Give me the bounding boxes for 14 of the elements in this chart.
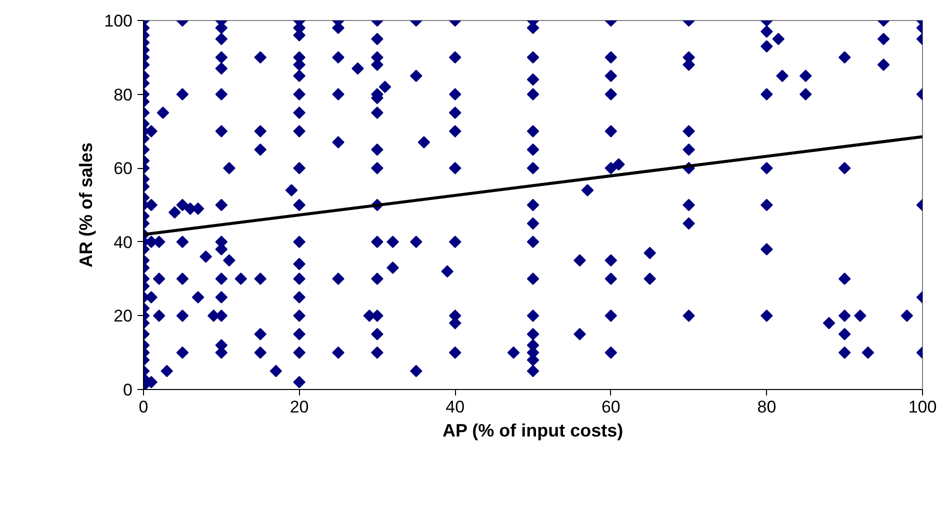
x-axis-title: AP (% of input costs) [442, 420, 624, 440]
x-tick-label: 40 [446, 398, 465, 416]
y-tick-label: 0 [123, 380, 133, 400]
y-tick-label: 40 [114, 232, 133, 252]
y-tick-label: 60 [114, 159, 133, 178]
x-tick-label: 20 [290, 398, 309, 416]
x-tick-label: 0 [138, 398, 148, 416]
y-tick-label: 100 [104, 12, 133, 30]
y-tick-label: 80 [114, 85, 133, 104]
y-tick-label: 20 [114, 306, 133, 326]
x-tick-label: 60 [601, 398, 620, 416]
x-tick-label: 80 [757, 398, 776, 416]
y-axis-title: AR (% of sales [76, 142, 96, 268]
x-tick-label: 100 [908, 398, 937, 416]
